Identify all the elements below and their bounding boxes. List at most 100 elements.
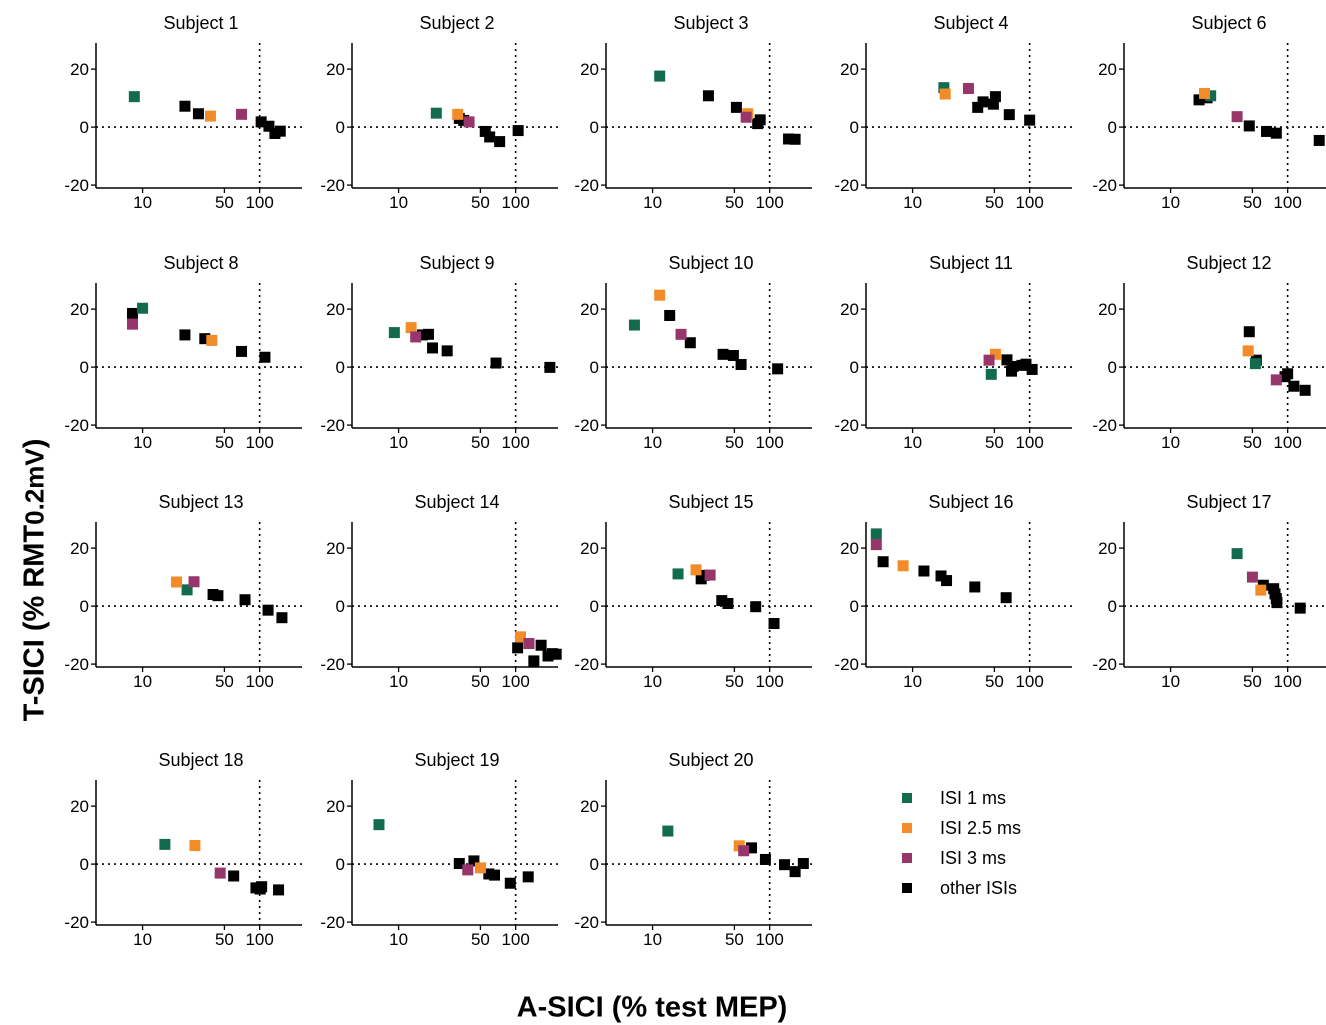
data-point-other-isis <box>918 565 930 577</box>
x-tick-label: 10 <box>1161 193 1180 212</box>
y-tick-label: 0 <box>336 118 345 137</box>
subplot-subject-2: Subject 2 -20 0 20 10 50 100 <box>320 13 558 212</box>
legend-label-isi25: ISI 2.5 ms <box>940 817 1022 838</box>
subplot-subject-10: Subject 10 -20 0 20 10 50 100 <box>574 253 812 452</box>
data-point-other-isis <box>941 575 953 587</box>
data-point-other-isis <box>722 597 734 609</box>
y-tick-label: 0 <box>850 597 859 616</box>
legend-item-other: other ISIs <box>902 873 1021 903</box>
y-tick-label: 0 <box>590 855 599 874</box>
x-tick-label: 10 <box>903 672 922 691</box>
data-point-other-isis <box>1299 384 1311 396</box>
data-point-isi-3-ms <box>740 111 752 123</box>
y-tick-label: -20 <box>64 655 89 674</box>
subplot-title: Subject 3 <box>673 13 748 33</box>
data-point-other-isis <box>664 309 676 321</box>
x-axis-main-label: A-SICI (% test MEP) <box>516 991 788 1024</box>
data-point-other-isis <box>1000 592 1012 604</box>
data-point-other-isis <box>259 351 271 363</box>
data-point-isi-2-5-ms <box>690 564 702 576</box>
subplot-subject-1: Subject 1 -20 0 20 10 50 100 <box>64 13 302 212</box>
y-tick-label: 0 <box>850 118 859 137</box>
legend-label-other: other ISIs <box>940 877 1018 898</box>
data-point-other-isis <box>1294 602 1306 614</box>
x-tick-label: 50 <box>1243 193 1262 212</box>
subplot-title: Subject 20 <box>668 750 753 770</box>
data-point-other-isis <box>1271 597 1283 609</box>
legend-item-isi1: ISI 1 ms <box>902 783 1021 813</box>
data-point-isi-1-ms <box>662 825 674 837</box>
data-point-other-isis <box>1007 361 1019 373</box>
y-axis-label-close: ) <box>18 438 51 449</box>
data-point-isi-2-5-ms <box>452 108 464 120</box>
data-point-other-isis <box>179 329 191 341</box>
y-tick-label: 20 <box>840 539 859 558</box>
data-point-other-isis <box>422 328 434 340</box>
legend-label-isi1: ISI 1 ms <box>940 787 1007 808</box>
x-tick-label: 50 <box>985 672 1004 691</box>
data-point-isi-3-ms <box>126 318 138 330</box>
data-point-isi-3-ms <box>675 328 687 340</box>
data-point-isi-2-5-ms <box>206 334 218 346</box>
y-tick-label: 0 <box>80 118 89 137</box>
y-tick-label: 0 <box>336 855 345 874</box>
subplot-subject-3: Subject 3 -20 0 20 10 50 100 <box>574 13 812 212</box>
subplot-title: Subject 14 <box>414 492 499 512</box>
legend-item-isi25: ISI 2.5 ms <box>902 813 1021 843</box>
x-tick-label: 10 <box>389 433 408 452</box>
data-point-other-isis <box>977 96 989 108</box>
data-point-other-isis <box>1243 326 1255 338</box>
data-point-other-isis <box>489 869 501 881</box>
data-point-other-isis <box>727 350 739 361</box>
legend-label-isi3: ISI 3 ms <box>940 847 1007 868</box>
y-tick-label: -20 <box>64 416 89 435</box>
subplot-title: Subject 18 <box>158 750 243 770</box>
data-point-isi-2-5-ms <box>474 862 486 874</box>
y-tick-label: 20 <box>1098 60 1117 79</box>
data-point-other-isis <box>1026 363 1038 375</box>
data-point-isi-2-5-ms <box>989 348 1001 360</box>
data-point-other-isis <box>877 556 889 568</box>
subplot-title: Subject 6 <box>1191 13 1266 33</box>
y-tick-label: 0 <box>1108 597 1117 616</box>
subplot-subject-4: Subject 4 -20 0 20 10 50 100 <box>834 13 1072 212</box>
data-point-other-isis <box>1024 114 1036 126</box>
data-point-other-isis <box>273 884 285 896</box>
subplot-title: Subject 17 <box>1186 492 1271 512</box>
subplot-subject-11: Subject 11 -20 0 20 10 50 100 <box>834 253 1072 452</box>
data-point-other-isis <box>504 877 516 889</box>
subplot-title: Subject 16 <box>928 492 1013 512</box>
x-tick-label: 100 <box>755 672 783 691</box>
y-tick-label: 20 <box>580 300 599 319</box>
data-point-isi-3-ms <box>523 638 535 650</box>
data-point-other-isis <box>274 125 286 137</box>
data-point-other-isis <box>797 858 809 870</box>
data-point-other-isis <box>550 648 562 660</box>
data-point-other-isis <box>522 871 534 883</box>
x-tick-label: 100 <box>1015 193 1043 212</box>
x-tick-label: 50 <box>725 193 744 212</box>
data-point-isi-1-ms <box>1249 358 1261 370</box>
x-tick-label: 100 <box>1015 672 1043 691</box>
y-tick-label: 0 <box>1108 118 1117 137</box>
y-tick-label: 20 <box>840 300 859 319</box>
data-point-other-isis <box>199 333 211 345</box>
subplot-subject-14: Subject 14 -20 0 20 10 50 100 <box>320 492 562 691</box>
data-point-isi-1-ms <box>388 327 400 339</box>
data-point-other-isis <box>717 348 729 360</box>
data-point-other-isis <box>228 870 240 882</box>
subplot-title: Subject 11 <box>929 253 1013 273</box>
subplot-title: Subject 4 <box>933 13 1008 33</box>
y-tick-label: 0 <box>80 597 89 616</box>
x-tick-label: 10 <box>643 433 662 452</box>
data-point-isi-2-5-ms <box>189 840 201 852</box>
x-tick-label: 50 <box>1243 672 1262 691</box>
subplot-title: Subject 19 <box>414 750 499 770</box>
data-point-other-isis <box>262 604 274 616</box>
data-point-other-isis <box>684 337 696 349</box>
data-point-other-isis <box>416 329 428 341</box>
x-tick-label: 50 <box>215 930 234 949</box>
x-tick-label: 10 <box>643 930 662 949</box>
data-point-other-isis <box>716 595 728 607</box>
x-tick-label: 50 <box>471 193 490 212</box>
